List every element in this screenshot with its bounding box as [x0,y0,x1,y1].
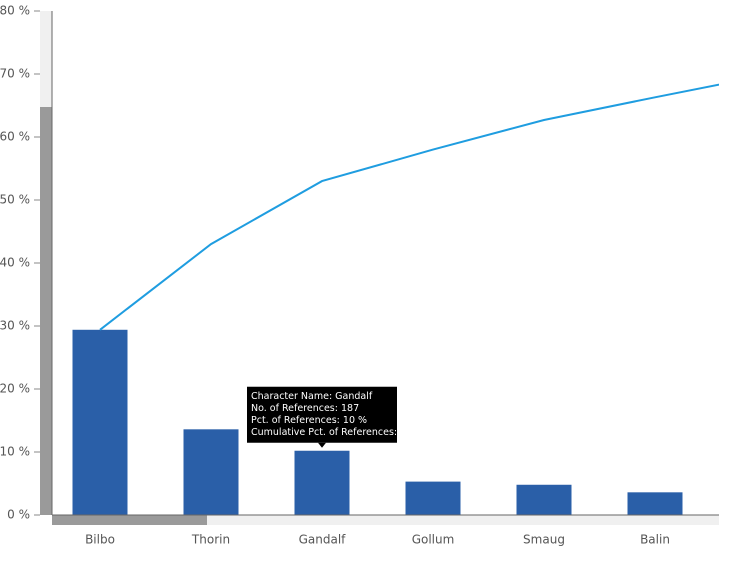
x-tick-label: Gollum [412,533,455,547]
y-tick-label: 70 % [0,67,30,81]
y-tick-label: 40 % [0,256,30,270]
x-tick-label: Bilbo [85,533,115,547]
bar [295,451,350,515]
y-tick-label: 50 % [0,193,30,207]
bar [184,429,239,515]
y-tick-label: 30 % [0,319,30,333]
x-tick-label: Thorin [191,533,230,547]
tooltip-line: Cumulative Pct. of References: 53 % [251,427,424,438]
y-tick-label: 60 % [0,130,30,144]
tooltip-pointer [318,443,326,448]
x-tick-label: Smaug [523,533,565,547]
plot-area [73,75,730,515]
y-tick-label: 80 % [0,4,30,18]
x-tick-label: Balin [640,533,670,547]
h-scroll-thumb[interactable] [52,515,207,525]
bar [628,492,683,515]
tooltip-line: Pct. of References: 10 % [251,415,367,426]
bar [73,330,128,515]
tooltip-line: No. of References: 187 [251,403,359,414]
x-tick-label: Gandalf [299,533,347,547]
tooltip-line: Character Name: Gandalf [251,391,373,402]
y-tick-label: 10 % [0,445,30,459]
y-tick-label: 20 % [0,382,30,396]
cumulative-line [100,75,730,330]
y-tick-label: 0 % [7,508,30,522]
v-scroll-thumb[interactable] [40,107,52,515]
bar [406,482,461,515]
bar [517,485,572,515]
